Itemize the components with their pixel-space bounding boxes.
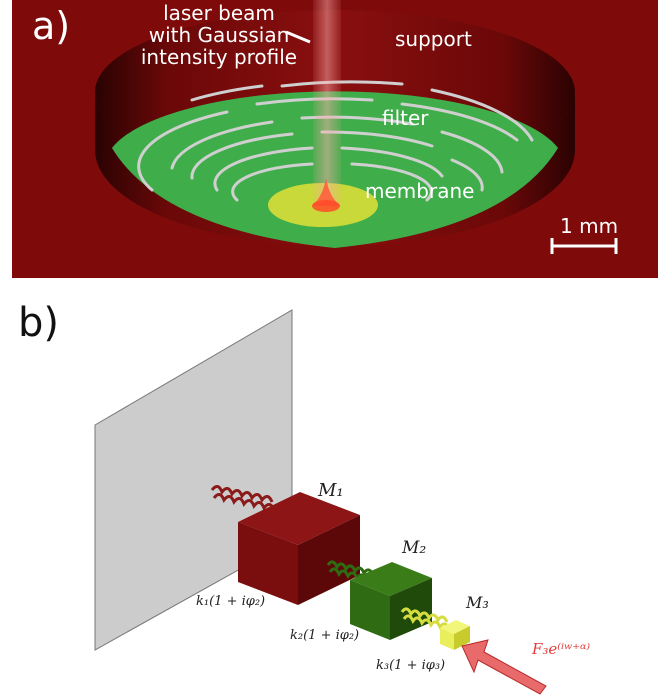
laser-beam-label: laser beam with Gaussian intensity profi… [124,2,314,68]
panel-a: a) laser beam with Gaussian intensity pr… [12,0,658,278]
support-label: support [395,27,472,51]
beam-pointer-line [285,30,311,44]
spring-3-label: k₃(1 + iφ₃) [376,658,446,673]
force-label: F₃e⁽ⁱʷ⁺ᵅ⁾ [532,640,591,658]
scale-bar [550,238,618,254]
panel-a-label: a) [32,4,71,48]
panel-b-label: b) [18,300,59,346]
mass-3-label: M₃ [466,593,489,612]
beam-label-line-1: laser beam [163,1,275,25]
panel-a-illustration [12,0,658,278]
membrane-label: membrane [365,179,475,203]
spring-1-label: k₁(1 + iφ₂) [196,594,266,609]
spring-3 [400,607,451,631]
mass-2-label: M₂ [402,538,427,558]
laser-beam [313,0,341,205]
mass-3-block [440,620,470,650]
filter-label: filter [382,106,429,130]
filter-slits [137,80,534,202]
beam-label-line-2: with Gaussian [148,23,290,47]
mass-1-label: M₁ [318,480,344,501]
beam-label-line-3: intensity profile [140,45,298,69]
scale-bar-label: 1 mm [560,214,619,238]
force-arrow [461,639,547,695]
spring-2-label: k₂(1 + iφ₂) [290,628,360,643]
mass-1-block [238,492,360,605]
spring-1 [210,485,276,512]
gaussian-profile [312,178,340,206]
